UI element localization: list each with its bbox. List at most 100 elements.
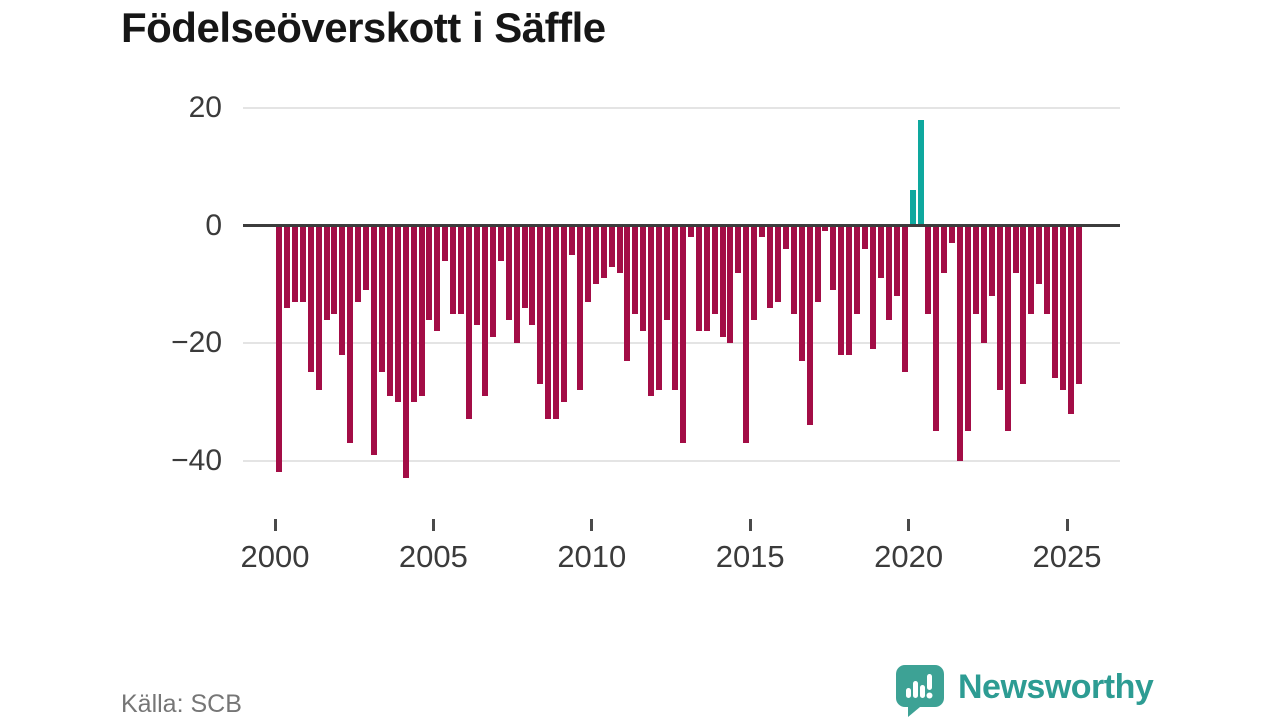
bar: [386, 225, 393, 396]
bar: [949, 225, 956, 244]
bar: [442, 225, 449, 261]
bar: [434, 225, 441, 332]
bar: [711, 225, 718, 314]
x-axis-label: 2000: [240, 539, 310, 574]
bar: [846, 225, 853, 355]
source-caption: Källa: SCB: [121, 690, 242, 718]
bar: [521, 225, 528, 308]
x-axis-tick: [590, 519, 594, 531]
y-axis-label: −40: [171, 443, 222, 477]
bar: [972, 225, 979, 314]
bar: [371, 225, 378, 455]
bar: [624, 225, 631, 361]
chart-title: Födelseöverskott i Säffle: [121, 4, 606, 51]
bar: [933, 225, 940, 432]
bar: [632, 225, 639, 314]
bar: [901, 225, 908, 373]
bar: [703, 225, 710, 332]
bar: [957, 225, 964, 461]
newsworthy-logo[interactable]: Newsworthy: [894, 663, 1154, 717]
bar: [854, 225, 861, 314]
bar: [782, 225, 789, 249]
bar: [315, 225, 322, 390]
bar: [347, 225, 354, 443]
bar: [537, 225, 544, 385]
bar: [1044, 225, 1051, 314]
gridline: [243, 459, 1120, 462]
bar: [996, 225, 1003, 390]
bar: [980, 225, 987, 343]
bar: [687, 225, 694, 238]
bar: [394, 225, 401, 402]
bar: [331, 225, 338, 314]
x-axis-label: 2025: [1032, 539, 1102, 574]
bar: [893, 225, 900, 296]
bar: [751, 225, 758, 320]
bar: [767, 225, 774, 308]
x-axis-label: 2015: [715, 539, 785, 574]
bar: [545, 225, 552, 420]
bar: [1020, 225, 1027, 385]
x-axis-tick: [273, 519, 277, 531]
bar: [830, 225, 837, 291]
bar: [529, 225, 536, 326]
bar: [719, 225, 726, 338]
gridline: [243, 107, 1120, 109]
bar: [283, 225, 290, 308]
bar: [410, 225, 417, 402]
bar: [307, 225, 314, 373]
bar: [505, 225, 512, 320]
x-axis-tick: [907, 519, 911, 531]
bar: [363, 225, 370, 291]
bar: [576, 225, 583, 390]
bar: [584, 225, 591, 302]
bar: [299, 225, 306, 302]
bar: [1028, 225, 1035, 314]
bar: [806, 225, 813, 426]
bar: [553, 225, 560, 420]
bar: [917, 119, 924, 226]
bar: [481, 225, 488, 396]
bar: [378, 225, 385, 373]
bar: [640, 225, 647, 332]
bar: [426, 225, 433, 320]
bar: [648, 225, 655, 396]
y-axis-label: 0: [205, 208, 222, 242]
bar: [822, 225, 829, 232]
y-axis-label: −20: [171, 326, 222, 359]
bar: [870, 225, 876, 349]
bar: [1012, 225, 1019, 273]
bar: [814, 225, 821, 302]
zero-axis-line: [243, 224, 1120, 227]
bar: [608, 225, 615, 267]
bar: [592, 225, 599, 285]
bar: [600, 225, 607, 279]
x-axis-label: 2005: [398, 539, 468, 574]
bar: [656, 225, 663, 390]
bar: [1060, 225, 1067, 390]
bar: [291, 225, 298, 302]
bar: [727, 225, 734, 343]
bar: [790, 225, 797, 314]
bar: [988, 225, 995, 296]
bar: [276, 225, 282, 473]
x-axis-tick: [431, 519, 435, 531]
bar: [838, 225, 845, 355]
bar: [458, 225, 465, 314]
bar: [885, 225, 892, 320]
x-axis-label: 2010: [557, 539, 627, 574]
bar: [862, 225, 869, 249]
bar: [925, 225, 932, 314]
bar: [402, 225, 409, 479]
bar: [355, 225, 362, 302]
bar: [695, 225, 702, 332]
bar: [941, 225, 948, 273]
bar: [965, 225, 972, 432]
bar: [418, 225, 425, 396]
bar: [616, 225, 623, 273]
x-axis-label: 2020: [874, 539, 944, 574]
bar: [679, 225, 686, 443]
bar: [513, 225, 520, 343]
bar: [798, 225, 805, 361]
